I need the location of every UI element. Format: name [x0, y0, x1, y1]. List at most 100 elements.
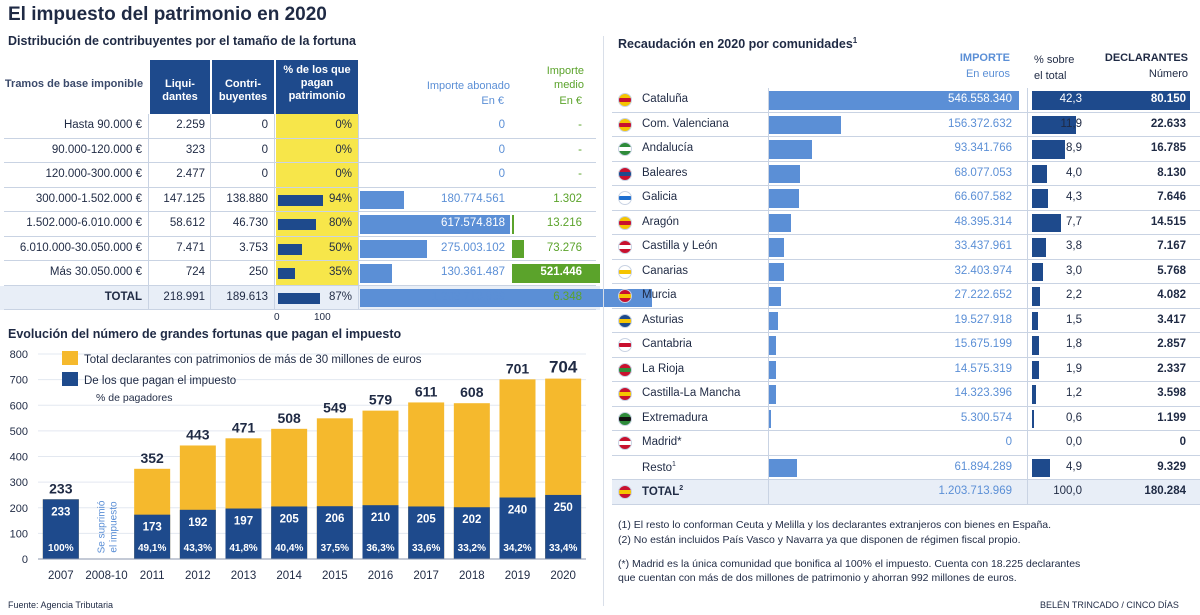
region-row: Asturias 19.527.918 1,5 3.417	[612, 309, 1200, 333]
bar-chart-title: Evolución del número de grandes fortunas…	[8, 327, 402, 341]
bar-payers	[499, 497, 536, 559]
region-flag-icon	[618, 338, 632, 352]
region-importe-value: 61.894.289	[954, 460, 1012, 473]
header-tramos: Tramos de base imponible	[4, 78, 144, 90]
header-medio-unit: En €	[559, 95, 582, 107]
region-col-divider	[768, 88, 769, 505]
liquidantes-value: 218.991	[163, 290, 205, 303]
col-divider	[210, 114, 211, 310]
payers-value-label: 202	[462, 514, 481, 526]
pct-value: 87%	[328, 290, 352, 303]
medio-value: 1.302	[553, 192, 582, 205]
bar-payers	[362, 505, 399, 559]
importe-bar	[360, 190, 404, 209]
region-row: Galicia 66.607.582 4,3 7.646	[612, 186, 1200, 211]
region-flag-icon	[618, 93, 632, 107]
contribuyentes-value: 189.613	[226, 290, 268, 303]
pct-payers-label: 37,5%	[321, 543, 349, 554]
credit: BELÉN TRINCADO / CINCO DÍAS	[1040, 600, 1179, 610]
payers-value-label: 210	[371, 512, 390, 524]
total-value-label: 233	[49, 480, 73, 496]
region-name: Resto1	[642, 460, 676, 474]
region-pct-value: 1,8	[1066, 338, 1082, 350]
region-importe-value: 15.675.199	[954, 338, 1012, 350]
pct-value: 0%	[335, 143, 352, 156]
region-flag-icon	[618, 117, 632, 132]
legend-swatch-total	[62, 351, 78, 365]
region-pct-bar	[1032, 262, 1044, 281]
region-pct-value: 0,0	[1066, 436, 1082, 448]
medio-value: 13.216	[546, 217, 582, 229]
region-pct-value: 4,9	[1066, 460, 1082, 473]
region-declarantes-value: 8.130	[1157, 166, 1186, 179]
region-pct-value: 3,0	[1066, 264, 1082, 277]
page-title: El impuesto del patrimonio en 2020	[8, 4, 327, 25]
y-tick-label: 300	[10, 477, 28, 489]
region-importe-value: 33.437.961	[954, 240, 1012, 252]
region-row: Extremadura 5.300.574 0,6 1.199	[612, 407, 1200, 431]
legend-swatch-payers	[62, 372, 78, 386]
medio-value: -	[578, 143, 582, 156]
region-importe-bar	[769, 189, 800, 208]
tramo-label: Hasta 90.000 €	[63, 119, 142, 131]
region-row: Canarias 32.403.974 3,0 5.768	[612, 260, 1200, 284]
region-row: Madrid* 0 0,0 0	[612, 431, 1200, 456]
contribuyentes-value: 250	[248, 266, 268, 278]
region-importe-value: 27.222.652	[954, 289, 1012, 301]
region-name: Andalucía	[642, 142, 694, 154]
total-value-label: 549	[323, 399, 347, 415]
header-medio: Importe medio	[546, 65, 584, 91]
region-row: Resto1 61.894.289 4,9 9.329	[612, 456, 1200, 480]
x-tick-label: 2017	[413, 570, 439, 582]
region-row-divider	[612, 209, 1200, 211]
pct-payers-label: 33,2%	[458, 543, 486, 554]
region-importe-value: 19.527.918	[954, 313, 1012, 326]
pct-payers-label: 100%	[48, 543, 74, 554]
region-pct-bar	[1032, 336, 1039, 355]
contribuyentes-value: 138.880	[226, 192, 268, 205]
importe-value: 130.361.487	[441, 266, 505, 278]
region-pct-bar	[1032, 409, 1035, 428]
row-divider	[4, 260, 596, 261]
region-importe-value: 5.300.574	[960, 411, 1012, 424]
region-importe-bar	[769, 213, 792, 232]
y-tick-label: 700	[10, 375, 28, 387]
pct-bar	[278, 219, 317, 230]
bar-payers	[134, 514, 171, 559]
row-divider	[4, 235, 596, 237]
pct-payers-label: 34,2%	[503, 543, 531, 554]
liquidantes-value: 7.471	[176, 241, 205, 254]
region-pct-bar	[1032, 238, 1047, 257]
region-row-divider	[612, 234, 1200, 235]
total-value-label: 579	[369, 392, 393, 408]
region-declarantes-value: 4.082	[1157, 289, 1186, 301]
region-declarantes-value: 3.417	[1157, 313, 1186, 326]
region-row-divider	[612, 381, 1200, 382]
region-importe-bar	[769, 262, 784, 281]
region-pct-bar	[1032, 385, 1037, 404]
region-importe-value: 0	[1005, 436, 1012, 448]
region-name: La Rioja	[642, 362, 685, 375]
y-tick-label: 100	[10, 528, 28, 540]
col-divider	[148, 114, 149, 310]
region-row: Castilla y León 33.437.961 3,8 7.167	[612, 235, 1200, 260]
table-row: 120.000-300.000 € 2.477 0 0% 0 -	[0, 163, 600, 188]
region-row: Murcia 27.222.652 2,2 4.082	[612, 284, 1200, 309]
liquidantes-value: 2.259	[176, 119, 205, 131]
region-row-divider	[612, 111, 1200, 113]
pct-payers-label: 33,4%	[549, 543, 577, 554]
region-declarantes-value: 2.337	[1157, 362, 1186, 375]
region-row-divider	[612, 332, 1200, 333]
col-divider	[274, 114, 275, 310]
table-row: 6.010.000-30.050.000 € 7.471 3.753 50% 275.0…	[0, 237, 600, 261]
x-tick-label: 2011	[140, 570, 165, 582]
pct-value: 35%	[328, 266, 352, 278]
importe-bar	[360, 239, 427, 258]
importe-value: 0	[498, 168, 505, 180]
region-flag-icon	[618, 411, 632, 426]
importe-value: 0	[498, 119, 505, 131]
importe-bar	[360, 215, 510, 234]
region-flag-icon	[618, 387, 632, 401]
region-pct-value: 42,3	[1059, 93, 1082, 105]
region-importe-bar	[769, 311, 778, 330]
